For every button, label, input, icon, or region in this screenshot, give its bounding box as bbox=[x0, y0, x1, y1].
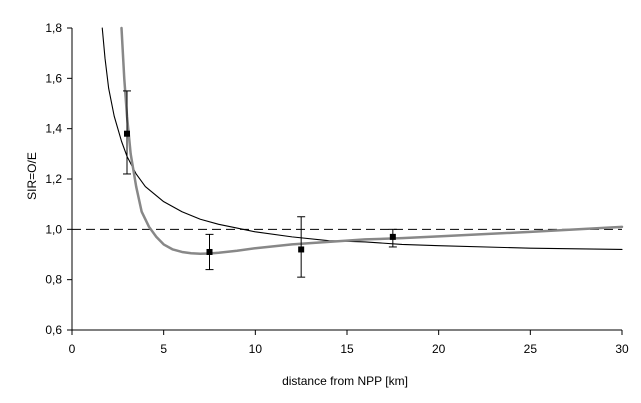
x-tick-label: 20 bbox=[432, 342, 446, 356]
x-tick-label: 10 bbox=[249, 342, 263, 356]
axes bbox=[71, 28, 622, 331]
y-tick-label: 1,8 bbox=[45, 21, 62, 35]
y-tick-label: 0,8 bbox=[45, 273, 62, 287]
y-tick-label: 1,2 bbox=[45, 172, 62, 186]
data-point bbox=[389, 233, 396, 240]
curves bbox=[101, 26, 624, 255]
data-point bbox=[206, 248, 213, 255]
series-line-2 bbox=[120, 26, 624, 255]
data-points bbox=[123, 90, 397, 278]
data-point bbox=[298, 246, 305, 253]
y-axis-label: SIR=O/E bbox=[25, 152, 39, 200]
y-tick-label: 0,6 bbox=[45, 323, 62, 337]
series-line-1 bbox=[101, 27, 623, 251]
y-tick-label: 1,6 bbox=[45, 71, 62, 85]
data-point bbox=[124, 130, 130, 137]
x-tick-label: 30 bbox=[615, 342, 629, 356]
x-tick-label: 0 bbox=[69, 342, 76, 356]
x-tick-label: 15 bbox=[340, 342, 354, 356]
y-tick-label: 1,0 bbox=[45, 222, 62, 236]
ticks: 0,6 0,8 1,0 1,2 1,4 1,6 1,8 0 5 10 15 20 25 30 bbox=[45, 21, 629, 356]
x-axis-label: distance from NPP [km] bbox=[282, 374, 408, 388]
x-tick-label: 5 bbox=[160, 342, 167, 356]
x-tick-label: 25 bbox=[524, 342, 538, 356]
y-tick-label: 1,4 bbox=[45, 122, 62, 136]
